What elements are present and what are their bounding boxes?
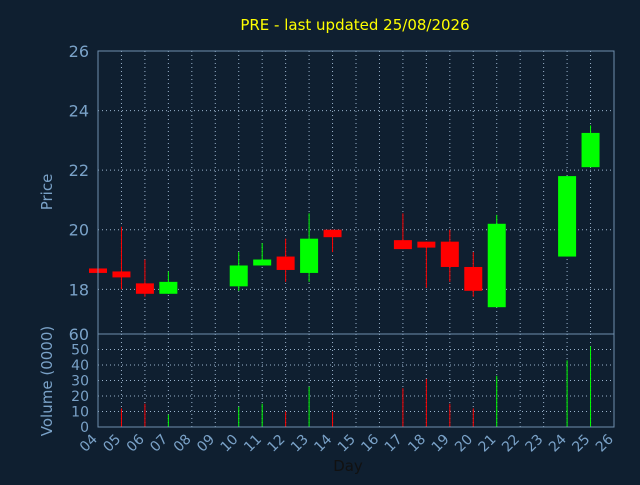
volume-tick-label: 50 xyxy=(71,343,89,359)
price-tick-label: 18 xyxy=(69,280,89,299)
chart-title: PRE - last updated 25/08/2026 xyxy=(240,16,469,34)
plot-frames-layer xyxy=(97,50,615,428)
price-tick-label: 26 xyxy=(69,42,89,61)
candle-body xyxy=(487,223,506,308)
volume-tick-label: 10 xyxy=(71,405,89,421)
candle-body xyxy=(276,256,295,270)
price-tick-label: 20 xyxy=(69,221,89,240)
volume-tick-label: 60 xyxy=(69,325,89,344)
volume-tick-label: 40 xyxy=(71,358,89,374)
candle-body xyxy=(393,240,412,250)
price-axis-label: Price xyxy=(38,174,56,211)
candle-body xyxy=(323,229,342,238)
candle-body xyxy=(253,259,272,266)
candle-body xyxy=(229,265,248,287)
candle-body xyxy=(440,241,459,267)
candle-body xyxy=(112,271,131,278)
candle-body xyxy=(135,283,154,294)
candle-body xyxy=(300,238,319,273)
volume-bars-layer xyxy=(120,346,592,427)
candle-body xyxy=(159,281,178,294)
volume-axis-label: Volume (0000) xyxy=(38,326,56,436)
volume-plot-frame xyxy=(97,333,615,428)
candle-body xyxy=(464,266,483,291)
price-tick-label: 22 xyxy=(69,161,89,180)
candle-body xyxy=(581,132,600,168)
volume-tick-label: 20 xyxy=(71,389,89,405)
candles-layer xyxy=(89,125,600,308)
volume-tick-label: 30 xyxy=(71,374,89,390)
price-tick-label: 24 xyxy=(69,102,89,121)
candle-body xyxy=(417,241,436,248)
x-axis-label: Day xyxy=(333,457,363,475)
volume-tick-label: 0 xyxy=(80,420,89,436)
candle-body xyxy=(558,176,577,257)
